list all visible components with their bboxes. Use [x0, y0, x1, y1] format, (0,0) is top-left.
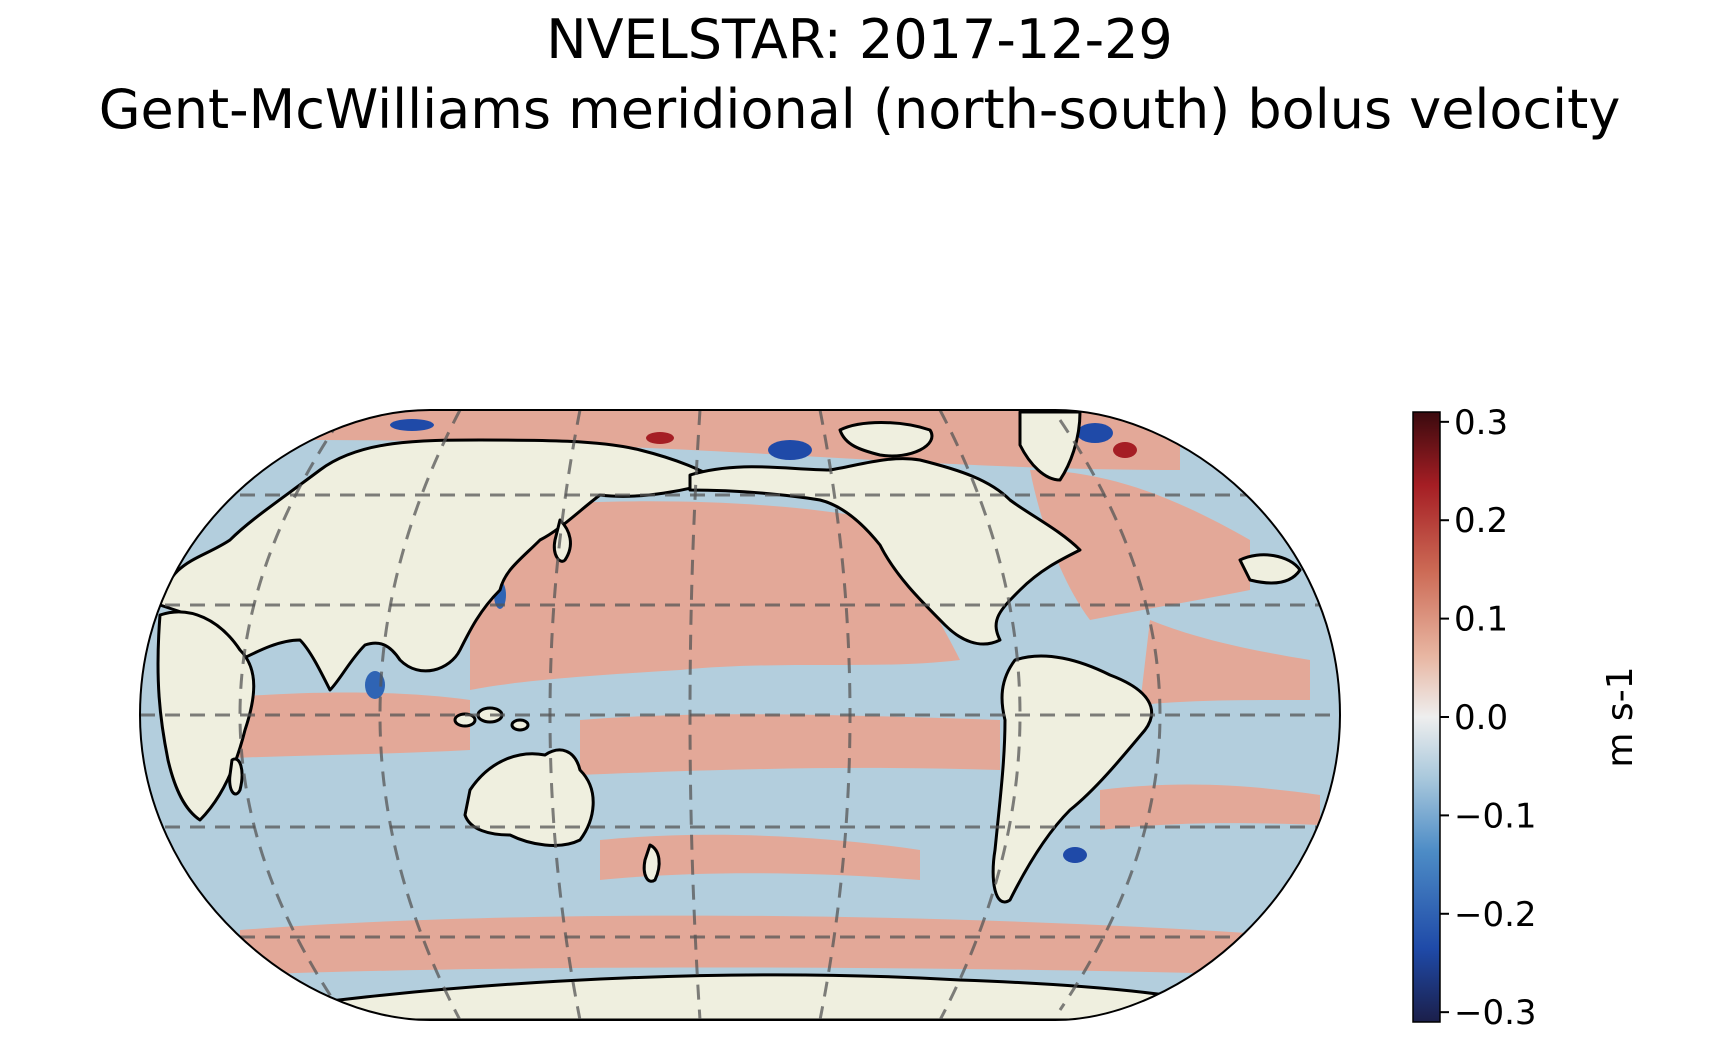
colorbar-tick-label: −0.3	[1454, 993, 1537, 1033]
strong-negative-anomaly	[390, 419, 434, 431]
colorbar-tick-label: 0.3	[1454, 403, 1508, 443]
colorbar-tick-label: −0.1	[1454, 796, 1537, 836]
map-plot-area	[140, 410, 1340, 1020]
strong-negative-anomaly	[768, 440, 812, 460]
positive-velocity-regions	[190, 410, 1320, 975]
continents	[156, 410, 1302, 1020]
colorbar-tick-label: 0.0	[1454, 698, 1508, 738]
colorbar-tick-label: 0.1	[1454, 600, 1508, 640]
colorbar-tick-label: 0.2	[1454, 501, 1508, 541]
strong-negative-anomaly	[1063, 847, 1087, 863]
map-title: NVELSTAR: 2017-12-29	[546, 8, 1173, 71]
colorbar-unit-label: m s-1	[1600, 666, 1641, 767]
map-boundary	[138, 409, 1342, 1021]
strong-negative-anomaly	[1077, 423, 1113, 443]
colorbar-ticks: 0.3 0.2 0.1 0.0 −0.1 −0.2 −0.3	[1440, 403, 1537, 1033]
map-subtitle: Gent-McWilliams meridional (north-south)…	[98, 78, 1621, 141]
colorbar-tick-label: −0.2	[1454, 895, 1537, 935]
graticule	[140, 410, 1340, 1020]
colorbar	[1412, 411, 1441, 1023]
strong-positive-anomaly	[1113, 442, 1137, 458]
strong-positive-anomaly	[646, 432, 674, 444]
